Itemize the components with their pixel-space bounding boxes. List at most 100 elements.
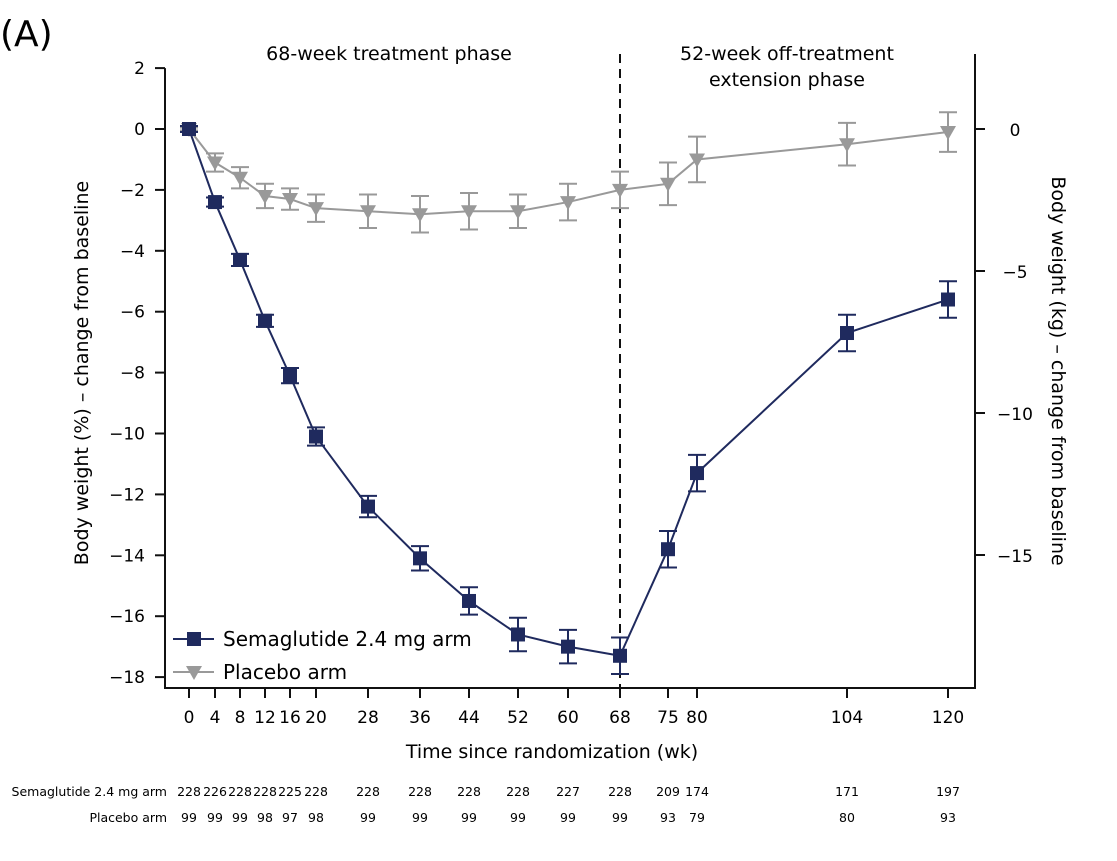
risk-value: 226 bbox=[203, 784, 227, 799]
data-point bbox=[840, 326, 854, 341]
risk-value: 98 bbox=[257, 810, 273, 825]
x-tick-label: 68 bbox=[609, 708, 631, 728]
legend-item: Placebo arm bbox=[173, 660, 347, 684]
data-point bbox=[661, 542, 675, 557]
x-tick-label: 60 bbox=[557, 708, 579, 728]
data-point bbox=[839, 138, 855, 153]
risk-value: 228 bbox=[608, 784, 632, 799]
risk-value: 228 bbox=[356, 784, 380, 799]
legend-marker bbox=[186, 666, 202, 680]
x-tick-label: 104 bbox=[831, 708, 863, 728]
risk-value: 228 bbox=[177, 784, 201, 799]
risk-row-label: Placebo arm bbox=[89, 810, 167, 825]
data-point bbox=[612, 183, 628, 198]
series-line bbox=[188, 128, 949, 657]
data-point bbox=[360, 205, 376, 220]
data-point bbox=[941, 292, 955, 307]
risk-value: 171 bbox=[835, 784, 859, 799]
right-y-tick-label: −5 bbox=[1002, 263, 1027, 283]
x-tick-label: 12 bbox=[254, 708, 276, 728]
data-point bbox=[412, 208, 428, 223]
risk-value: 99 bbox=[360, 810, 376, 825]
data-point bbox=[258, 313, 272, 328]
risk-value: 99 bbox=[207, 810, 223, 825]
risk-value: 93 bbox=[940, 810, 956, 825]
panel-label: (A) bbox=[0, 14, 53, 55]
risk-value: 98 bbox=[308, 810, 324, 825]
x-tick-label: 52 bbox=[507, 708, 529, 728]
phase-label-extension: extension phase bbox=[709, 69, 865, 91]
y-axis-title: Body weight (%) – change from baseline bbox=[71, 181, 93, 565]
left-y-tick-label: −14 bbox=[109, 546, 145, 566]
left-y-tick-label: −16 bbox=[109, 607, 145, 627]
x-tick-label: 4 bbox=[210, 708, 221, 728]
risk-value: 99 bbox=[232, 810, 248, 825]
data-point bbox=[560, 196, 576, 211]
y-axis-right-title: Body weight (kg) – change from baseline bbox=[1047, 176, 1069, 565]
data-point bbox=[461, 205, 477, 220]
left-y-tick-label: −12 bbox=[109, 485, 145, 505]
legend-item: Semaglutide 2.4 mg arm bbox=[173, 627, 472, 651]
x-tick-label: 120 bbox=[932, 708, 964, 728]
phase-label-treatment: 68-week treatment phase bbox=[266, 43, 512, 65]
data-point bbox=[182, 122, 196, 136]
x-tick-label: 75 bbox=[657, 708, 679, 728]
x-axis-title: Time since randomization (wk) bbox=[405, 741, 698, 763]
data-point bbox=[462, 593, 476, 608]
legend-label: Semaglutide 2.4 mg arm bbox=[223, 627, 472, 651]
series-semaglutide bbox=[180, 122, 957, 676]
risk-value: 228 bbox=[408, 784, 432, 799]
data-point bbox=[232, 171, 248, 186]
number-at-risk-table: Semaglutide 2.4 mg arm 228 226 228 228 225 228… bbox=[12, 784, 960, 825]
data-point bbox=[233, 252, 247, 267]
left-y-tick-label: 0 bbox=[134, 120, 145, 140]
x-tick-label: 28 bbox=[357, 708, 379, 728]
data-point bbox=[561, 639, 575, 654]
series-placebo bbox=[180, 111, 957, 234]
data-point bbox=[361, 499, 375, 514]
data-point bbox=[510, 205, 526, 220]
data-point bbox=[282, 193, 298, 208]
risk-row: Placebo arm 99 99 99 98 97 98 99 99 99 99 99 99 93 79 8… bbox=[89, 810, 956, 825]
data-point bbox=[690, 466, 704, 481]
data-point bbox=[660, 177, 676, 192]
data-point bbox=[208, 195, 222, 210]
data-point bbox=[511, 627, 525, 642]
phase-annotations: 68-week treatment phase 52-week off-treat… bbox=[266, 43, 894, 91]
data-point bbox=[283, 368, 297, 383]
risk-value: 228 bbox=[228, 784, 252, 799]
left-y-ticks: 2 0 −2 −4 −6 −8 −10 −12 −14 −16 −18 bbox=[109, 59, 165, 688]
data-point bbox=[413, 551, 427, 566]
data-point bbox=[308, 202, 324, 217]
risk-value: 174 bbox=[685, 784, 709, 799]
risk-value: 227 bbox=[556, 784, 580, 799]
data-point bbox=[207, 156, 223, 171]
x-tick-label: 8 bbox=[235, 708, 246, 728]
phase-label-extension: 52-week off-treatment bbox=[680, 43, 894, 65]
risk-value: 228 bbox=[253, 784, 277, 799]
legend-marker bbox=[187, 632, 201, 646]
x-tick-label: 44 bbox=[458, 708, 480, 728]
risk-value: 197 bbox=[936, 784, 960, 799]
right-y-ticks: 0 −5 −10 −15 bbox=[975, 121, 1033, 567]
legend: Semaglutide 2.4 mg arm Placebo arm bbox=[173, 627, 472, 684]
risk-value: 99 bbox=[612, 810, 628, 825]
data-point bbox=[940, 126, 956, 141]
left-y-tick-label: −8 bbox=[120, 364, 145, 384]
series-line bbox=[188, 128, 949, 216]
data-point bbox=[309, 429, 323, 444]
left-y-tick-label: 2 bbox=[134, 59, 145, 79]
left-y-tick-label: −10 bbox=[109, 425, 145, 445]
risk-row-label: Semaglutide 2.4 mg arm bbox=[12, 784, 167, 799]
left-y-tick-label: −6 bbox=[120, 303, 145, 323]
risk-value: 99 bbox=[560, 810, 576, 825]
right-y-tick-label: −15 bbox=[997, 547, 1033, 567]
risk-value: 228 bbox=[457, 784, 481, 799]
risk-value: 97 bbox=[282, 810, 298, 825]
risk-value: 228 bbox=[506, 784, 530, 799]
data-point bbox=[689, 153, 705, 168]
risk-value: 79 bbox=[689, 810, 705, 825]
x-tick-label: 16 bbox=[279, 708, 301, 728]
